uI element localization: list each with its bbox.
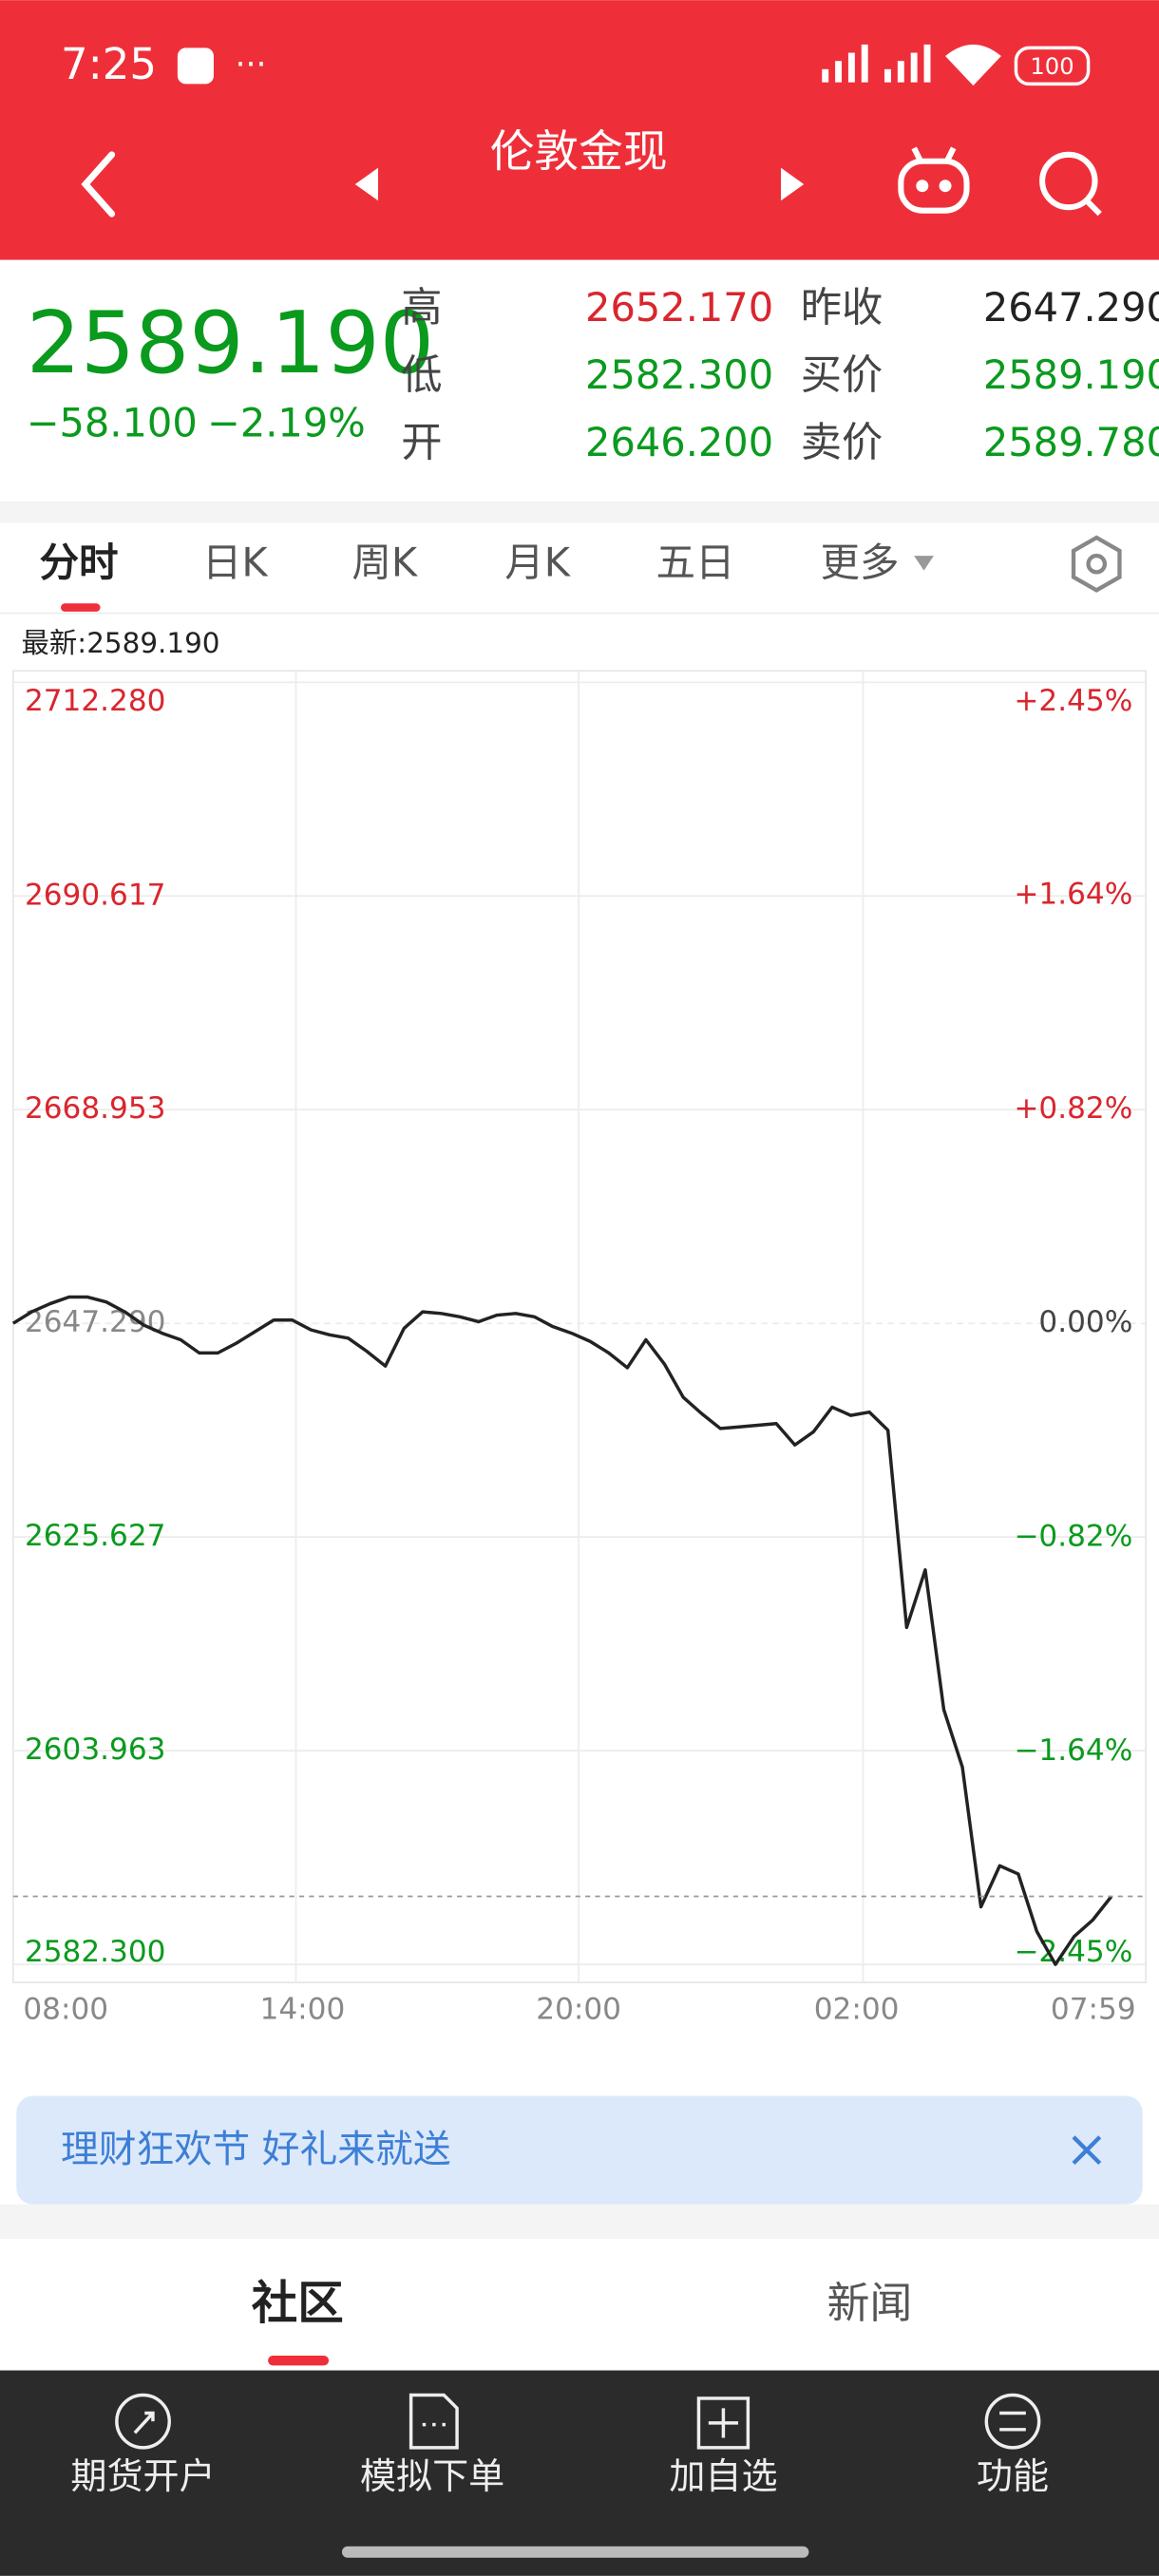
search-button[interactable]: [1039, 151, 1102, 217]
separator: [0, 501, 1159, 523]
quote-value: 2589.780: [983, 419, 1159, 465]
bottom-tab[interactable]: 新闻: [826, 2278, 912, 2328]
signal-icons: [822, 44, 1001, 86]
y-tick-label: 2625.627: [25, 1519, 166, 1553]
next-button[interactable]: [780, 167, 805, 201]
promo-text: 理财狂欢节 好礼来就送: [61, 2128, 451, 2171]
battery-level: 100: [1030, 53, 1074, 80]
quote-value: 2646.200: [585, 419, 773, 465]
period-tab[interactable]: 周K: [352, 539, 419, 585]
quote-label: 昨收: [801, 285, 884, 332]
quote-value: 2652.170: [585, 284, 773, 331]
nav-item[interactable]: 期货开户: [70, 2455, 215, 2497]
x-tick-label: 02:00: [814, 1993, 900, 2027]
quote-label: 卖价: [801, 420, 884, 467]
promo-close[interactable]: [1072, 2135, 1102, 2166]
quote-value: 2647.290: [983, 284, 1159, 331]
price-change: −58.100: [27, 399, 198, 445]
quote-label: 开: [401, 420, 442, 467]
quote-label: 高: [401, 285, 442, 332]
x-tick-label: 08:00: [23, 1993, 108, 2027]
quote-value: 2582.300: [585, 351, 773, 398]
page-title: 伦敦金现: [490, 126, 668, 178]
quote-label: 低: [401, 352, 442, 400]
battery: [1014, 46, 1091, 86]
y2-tick-label: +1.64%: [1014, 877, 1132, 911]
header-bg: [0, 0, 1159, 260]
nav-item[interactable]: 加自选: [669, 2455, 777, 2497]
period-tab[interactable]: 日K: [202, 539, 270, 585]
y2-tick-label: −1.64%: [1014, 1733, 1132, 1768]
status-time: 7:25: [61, 39, 157, 89]
period-tab[interactable]: 更多: [821, 539, 900, 585]
price-change-pct: −2.19%: [207, 399, 366, 445]
status-more: ···: [235, 46, 266, 84]
home-indicator: [341, 2546, 809, 2558]
y-tick-label: 2647.290: [25, 1305, 166, 1339]
x-tick-label: 20:00: [536, 1993, 621, 2027]
robot-button[interactable]: [898, 146, 970, 214]
nav-icons: [115, 2393, 1041, 2450]
vertical-grid: [294, 671, 864, 1983]
promo-banner[interactable]: [16, 2095, 1143, 2205]
y2-tick-label: +2.45%: [1014, 684, 1132, 718]
bottom-tab[interactable]: 社区: [252, 2277, 344, 2330]
quote-value: 2589.190: [983, 351, 1159, 398]
more-arrow: [914, 556, 934, 571]
tab-indicator: [61, 603, 101, 612]
y-tick-label: 2712.280: [25, 684, 166, 718]
period-tab[interactable]: 五日: [656, 539, 734, 585]
bottom-tab-indicator: [268, 2355, 330, 2366]
y-tick-label: 2690.617: [25, 878, 166, 912]
latest-price: 最新:2589.190: [21, 627, 219, 659]
period-tab[interactable]: 月K: [504, 539, 572, 585]
y2-tick-label: −0.82%: [1014, 1520, 1132, 1554]
price-line: [11, 1295, 1113, 1966]
nav-item[interactable]: 模拟下单: [360, 2455, 504, 2497]
nav-bar: [0, 2370, 1159, 2576]
settings-button[interactable]: [1071, 535, 1122, 593]
nav-item[interactable]: 功能: [977, 2455, 1049, 2497]
y2-tick-label: 0.00%: [1038, 1305, 1132, 1339]
y-tick-label: 2668.953: [25, 1091, 166, 1126]
prev-button[interactable]: [354, 167, 379, 201]
last-price: 2589.190: [27, 294, 434, 393]
period-tab[interactable]: 分时: [40, 539, 119, 585]
y-tick-label: 2582.300: [25, 1935, 166, 1969]
y2-tick-label: +0.82%: [1014, 1091, 1132, 1126]
x-tick-label: 14:00: [260, 1993, 346, 2027]
back-button[interactable]: [81, 151, 116, 218]
y-tick-label: 2603.963: [25, 1733, 166, 1767]
quote-label: 买价: [801, 352, 884, 400]
x-tick-label: 07:59: [1051, 1993, 1136, 2027]
separator: [0, 2204, 1159, 2240]
status-icon: [177, 47, 214, 85]
